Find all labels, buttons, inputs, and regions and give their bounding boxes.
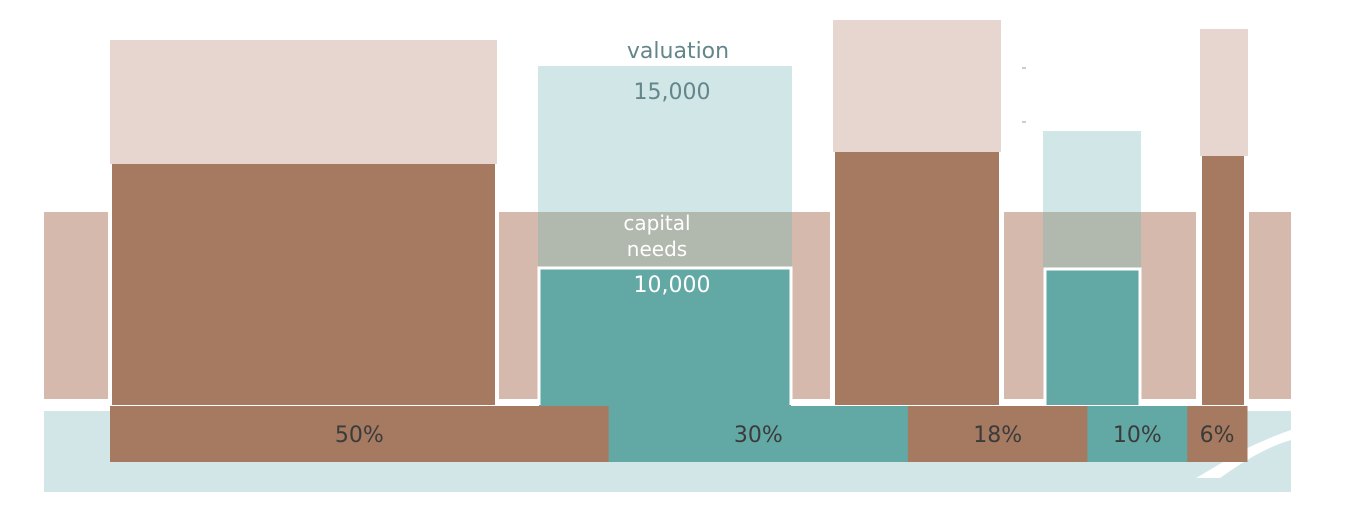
building-3 [835, 152, 999, 405]
building-3-top [833, 20, 1001, 152]
bar-segment-label-5: 6% [1200, 423, 1235, 448]
building-2-overlap [538, 212, 792, 267]
building-2-outline [537, 266, 793, 405]
building-4-overlap [1043, 212, 1141, 268]
capital-needs-title-line2: needs [627, 237, 687, 261]
building-4-valuation [1043, 131, 1141, 212]
bar-segment-1 [110, 406, 610, 462]
bar-segment-4 [1087, 406, 1188, 462]
bar-segment-5 [1187, 406, 1248, 462]
wall-left [44, 212, 108, 399]
valuation-value: 15,000 [634, 80, 711, 105]
capital-needs-title-line1: capital [623, 211, 690, 235]
bar-segment-label-3: 18% [973, 423, 1022, 448]
bar-segment-2 [608, 406, 909, 462]
building-1-top [110, 40, 497, 164]
building-2-valuation [538, 66, 792, 212]
bar-segment-label-4: 10% [1113, 423, 1162, 448]
wall-right [1249, 212, 1291, 399]
capital-needs-value: 10,000 [634, 273, 711, 298]
building-4-capital [1045, 269, 1140, 405]
building-1 [112, 164, 495, 405]
building-4-outline [1043, 267, 1142, 405]
percentage-bar: 50% 30% 18% 10% 6% [110, 406, 1248, 462]
building-2-capital [539, 268, 791, 406]
bar-segment-label-1: 50% [335, 423, 384, 448]
building-5-top [1200, 29, 1248, 156]
building-5 [1202, 156, 1244, 405]
bar-segment-3 [907, 406, 1088, 462]
valuation-title: valuation [627, 39, 729, 64]
bar-segment-label-2: 30% [734, 423, 783, 448]
